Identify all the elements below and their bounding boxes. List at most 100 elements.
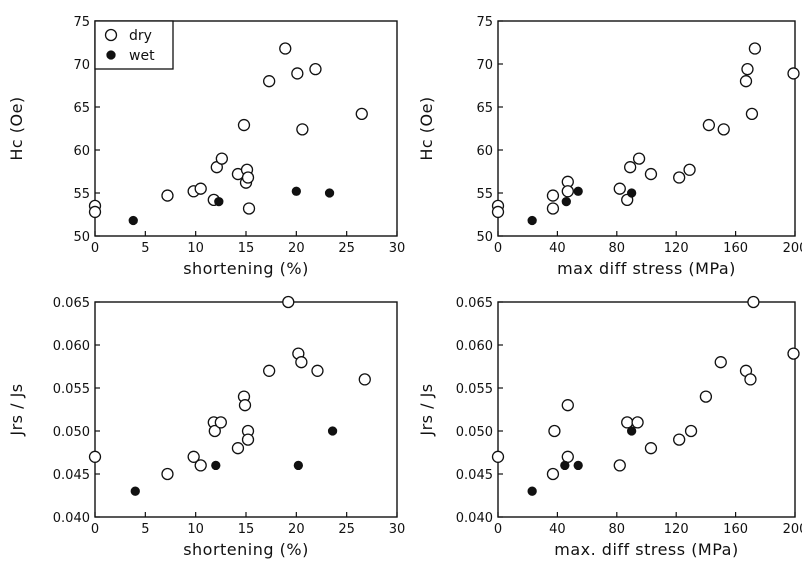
y-tick-label: 0.060 bbox=[53, 339, 90, 354]
x-axis-title: max. diff stress (MPa) bbox=[554, 540, 738, 559]
x-tick-label: 20 bbox=[288, 241, 305, 256]
y-tick-label: 0.050 bbox=[456, 425, 493, 440]
x-tick-label: 120 bbox=[664, 522, 689, 537]
x-tick-label: 200 bbox=[783, 241, 802, 256]
dry-data-point bbox=[632, 152, 646, 165]
x-tick-label: 0 bbox=[91, 241, 99, 256]
x-tick-label: 30 bbox=[389, 241, 406, 256]
dry-data-point bbox=[673, 171, 686, 184]
dry-data-point bbox=[161, 189, 174, 202]
x-tick-label: 5 bbox=[141, 522, 149, 537]
dry-data-point bbox=[208, 424, 221, 438]
dry-data-point bbox=[215, 152, 228, 165]
dry-data-point bbox=[561, 185, 574, 198]
dry-data-point bbox=[613, 459, 626, 472]
x-tick-label: 5 bbox=[141, 241, 149, 256]
wet-data-point bbox=[573, 186, 583, 196]
wet-data-point bbox=[527, 486, 537, 496]
dry-data-point bbox=[748, 42, 762, 55]
dry-data-point bbox=[263, 75, 276, 88]
wet-data-point bbox=[293, 460, 303, 471]
dry-data-point bbox=[309, 63, 322, 76]
y-tick-label: 70 bbox=[476, 58, 493, 73]
dry-data-point bbox=[644, 442, 658, 455]
x-tick-label: 80 bbox=[609, 241, 626, 256]
chart-panel-3: 0 5 10 15 20 25 30 0.040 0.045 0.050 0.055 0.060 0.0… bbox=[7, 295, 406, 559]
dry-data-point bbox=[702, 118, 716, 132]
dry-data-point bbox=[561, 450, 574, 463]
dry-data-point bbox=[673, 433, 686, 446]
x-tick-label: 120 bbox=[664, 241, 689, 256]
dry-data-point bbox=[241, 171, 255, 184]
dry-data-point bbox=[88, 205, 102, 219]
dry-data-point bbox=[631, 416, 644, 429]
dry-data-point bbox=[214, 416, 227, 429]
y-tick-label: 75 bbox=[73, 15, 90, 30]
y-axis-title: Jrs / Js bbox=[7, 383, 26, 436]
dry-data-point bbox=[546, 467, 560, 481]
dry-data-point bbox=[194, 182, 207, 195]
wet-data-point bbox=[561, 196, 571, 207]
y-tick-label: 0.055 bbox=[53, 382, 90, 397]
wet-data-point bbox=[214, 196, 224, 207]
dry-data-point bbox=[621, 416, 634, 429]
x-axis-title: shortening (%) bbox=[183, 259, 309, 278]
y-tick-label: 65 bbox=[73, 101, 90, 116]
x-tick-label: 15 bbox=[238, 241, 255, 256]
x-tick-label: 80 bbox=[609, 522, 626, 537]
x-tick-label: 20 bbox=[288, 522, 305, 537]
y-tick-label: 70 bbox=[73, 58, 90, 73]
legend-box bbox=[94, 20, 174, 70]
wet-data-point bbox=[527, 215, 537, 226]
dry-data-point bbox=[744, 373, 757, 386]
dry-data-point bbox=[548, 424, 561, 438]
dry-data-point bbox=[699, 390, 713, 403]
y-tick-label: 0.040 bbox=[53, 511, 90, 526]
dry-data-point bbox=[491, 205, 505, 219]
x-tick-label: 40 bbox=[549, 522, 566, 537]
dry-data-point bbox=[644, 167, 658, 181]
x-tick-label: 0 bbox=[494, 241, 502, 256]
chart-panel-4: 0 40 80 120 160 200 0.040 0.045 0.050 0.055 0.060 0… bbox=[417, 295, 802, 559]
dry-data-point bbox=[683, 163, 696, 176]
y-tick-label: 0.050 bbox=[53, 425, 90, 440]
x-tick-label: 30 bbox=[389, 522, 406, 537]
legend-label-dry: dry bbox=[129, 28, 152, 44]
dry-data-point bbox=[279, 42, 292, 55]
dry-data-point bbox=[242, 202, 256, 215]
y-tick-label: 55 bbox=[476, 187, 493, 202]
x-tick-label: 0 bbox=[494, 522, 502, 537]
dry-data-point bbox=[194, 459, 207, 472]
legend: dry wet bbox=[94, 20, 174, 70]
dry-data-point bbox=[546, 189, 560, 202]
x-tick-label: 0 bbox=[91, 522, 99, 537]
y-tick-label: 0.065 bbox=[53, 296, 90, 311]
dry-data-point bbox=[161, 467, 174, 481]
y-tick-label: 60 bbox=[476, 144, 493, 159]
y-tick-label: 0.045 bbox=[53, 468, 90, 483]
x-tick-label: 40 bbox=[549, 241, 566, 256]
x-tick-label: 25 bbox=[338, 241, 355, 256]
dry-data-point bbox=[491, 450, 505, 463]
wet-data-point bbox=[291, 186, 301, 196]
x-tick-label: 160 bbox=[723, 241, 748, 256]
dry-data-point bbox=[187, 450, 200, 463]
dry-data-point bbox=[231, 442, 245, 455]
legend-label-wet: wet bbox=[129, 48, 155, 64]
x-tick-label: 10 bbox=[187, 522, 204, 537]
dry-data-point bbox=[739, 75, 753, 88]
x-tick-label: 160 bbox=[723, 522, 748, 537]
dry-data-point bbox=[358, 373, 371, 386]
dry-data-point bbox=[624, 161, 637, 174]
dry-data-point bbox=[714, 356, 727, 369]
wet-data-point bbox=[573, 460, 583, 471]
dry-data-point bbox=[717, 123, 730, 136]
dry-data-point bbox=[291, 67, 304, 80]
y-axis-title: Hc (Oe) bbox=[7, 96, 26, 160]
dry-data-point bbox=[263, 364, 276, 377]
dry-data-point bbox=[296, 123, 309, 136]
dry-data-point bbox=[355, 107, 368, 121]
y-tick-label: 0.040 bbox=[456, 511, 493, 526]
y-tick-label: 0.060 bbox=[456, 339, 493, 354]
